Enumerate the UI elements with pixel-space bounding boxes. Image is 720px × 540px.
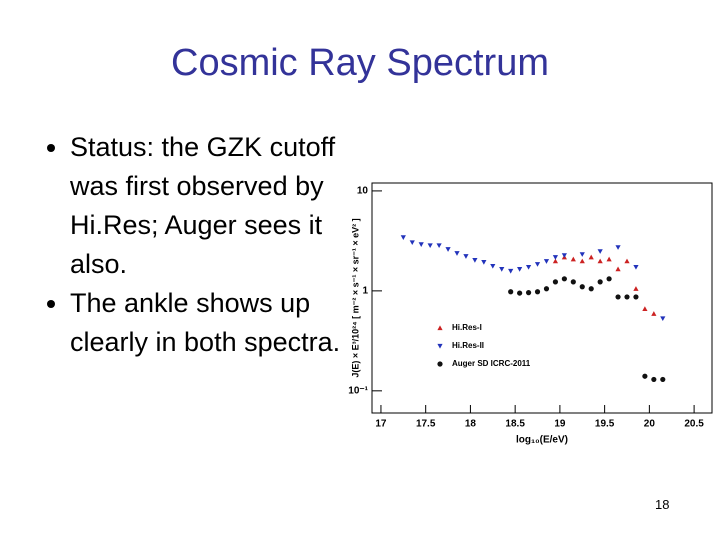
data-point: [427, 243, 433, 249]
y-tick-label: 10⁻¹: [348, 385, 368, 396]
data-point: [445, 247, 451, 252]
data-point: [543, 286, 550, 292]
data-point: [517, 290, 523, 296]
legend-marker: [437, 361, 443, 367]
data-point: [543, 259, 550, 264]
bullet: The ankle shows up clearly in both spect…: [70, 284, 360, 362]
data-point: [552, 279, 559, 285]
data-point: [490, 264, 496, 269]
data-point: [570, 256, 576, 262]
data-point: [597, 258, 603, 264]
data-point: [570, 279, 576, 285]
legend-label: Hi.Res-II: [452, 341, 484, 350]
data-point: [525, 264, 532, 270]
data-point: [472, 258, 478, 263]
data-point: [517, 267, 523, 272]
data-point: [400, 235, 406, 240]
data-point: [561, 276, 567, 282]
data-point: [642, 306, 648, 311]
data-point: [454, 251, 460, 256]
data-point: [615, 294, 621, 300]
data-point: [534, 289, 541, 295]
data-point: [615, 266, 621, 272]
data-point: [588, 286, 594, 292]
data-point: [463, 254, 469, 259]
data-point: [588, 254, 594, 260]
legend-label: Auger SD ICRC-2011: [452, 359, 531, 368]
x-tick-label: 20.5: [684, 419, 704, 430]
legend-label: Hi.Res-I: [452, 323, 482, 332]
data-point: [552, 258, 559, 264]
data-point: [660, 316, 666, 322]
x-tick-label: 18: [465, 419, 477, 430]
x-tick-label: 19: [554, 419, 566, 430]
y-tick-label: 1: [362, 286, 368, 297]
legend-marker: [437, 325, 443, 331]
data-point: [597, 279, 603, 285]
data-point: [660, 376, 666, 383]
data-point: [436, 243, 442, 249]
data-point: [552, 255, 559, 260]
data-point: [561, 253, 567, 258]
data-point: [633, 264, 639, 270]
data-point: [579, 252, 585, 257]
data-point: [525, 290, 532, 296]
x-tick-label: 19.5: [595, 419, 615, 430]
bullet: Status: the GZK cutoff was first observe…: [70, 128, 360, 284]
data-point: [606, 276, 612, 282]
data-point: [499, 267, 505, 272]
data-point: [508, 268, 514, 274]
data-point: [418, 242, 424, 247]
x-tick-label: 17.5: [416, 419, 436, 430]
data-point: [579, 258, 585, 264]
y-tick-label: 10: [357, 186, 369, 197]
bullet-list: Status: the GZK cutoff was first observe…: [30, 128, 360, 362]
data-point: [606, 256, 612, 262]
data-point: [534, 262, 541, 267]
data-point: [615, 245, 621, 250]
slide-title: Cosmic Ray Spectrum: [171, 42, 549, 84]
data-point: [624, 294, 630, 300]
legend-marker: [437, 343, 443, 349]
data-point: [409, 240, 415, 246]
x-tick-label: 20: [644, 419, 656, 430]
data-point: [508, 289, 514, 295]
x-tick-label: 18.5: [505, 419, 525, 430]
plot-frame: [371, 182, 713, 414]
data-point: [642, 373, 648, 379]
data-point: [481, 260, 487, 265]
data-point: [579, 284, 585, 290]
data-point: [651, 311, 657, 316]
data-point: [624, 258, 630, 264]
y-axis-label: J(E) × E³/10²⁴ [ m⁻² × s⁻¹ × sr⁻¹ × eV² …: [350, 218, 360, 377]
x-tick-label: 17: [375, 419, 387, 430]
data-point: [651, 376, 657, 383]
data-point: [633, 286, 639, 291]
x-axis-label: log₁₀(E/eV): [516, 435, 568, 446]
page-number: 18: [655, 497, 670, 512]
data-point: [633, 294, 639, 300]
data-point: [597, 249, 603, 254]
